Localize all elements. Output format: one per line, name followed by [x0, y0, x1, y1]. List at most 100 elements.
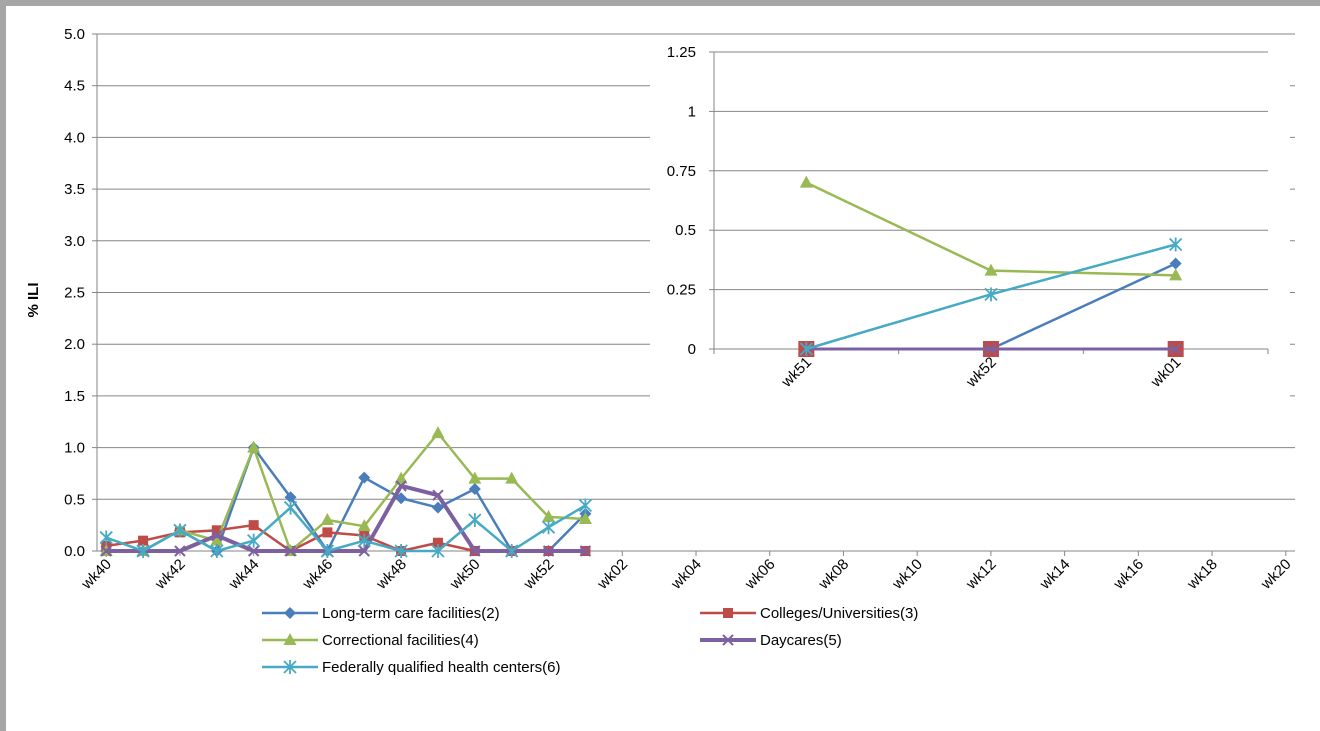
inset-series-2-point-0 — [799, 175, 813, 188]
main-series-3-line — [106, 483, 586, 553]
inset-series-3-point-2 — [1169, 343, 1182, 355]
main-series-0-point-10 — [468, 482, 481, 495]
legend-label: Colleges/Universities(3) — [760, 605, 918, 622]
main-y-tick-label: 4.0 — [64, 129, 85, 146]
main-series-4 — [99, 498, 593, 558]
inset-y-tick-label: 0.75 — [667, 163, 696, 180]
main-x-tick-label: wk14 — [1036, 556, 1073, 593]
main-series-3-point-5 — [284, 545, 297, 557]
main-y-tick-label: 0.0 — [64, 543, 85, 560]
main-series-0-point-9 — [431, 501, 444, 514]
main-series-4-point-8 — [394, 544, 408, 558]
main-y-tick-labels: 0.0 0.5 1.0 1.5 2.0 2.5 3.0 3.5 4.0 4.5 5.0 — [64, 26, 85, 560]
main-y-tick-label: 4.5 — [64, 78, 85, 95]
main-y-tick-label: 5.0 — [64, 26, 85, 43]
inset-y-tick-label: 0.25 — [667, 282, 696, 299]
main-x-tick-label: wk52 — [520, 556, 557, 593]
main-series-2-point-12 — [542, 509, 556, 522]
main-series-3-point-10 — [469, 545, 481, 557]
main-series-4-point-5 — [283, 500, 298, 515]
main-series-2-point-4 — [247, 440, 261, 453]
main-series-3-point-0 — [100, 545, 112, 557]
legend-item-4: Federally qualified health centers(6) — [262, 659, 560, 676]
main-series-1-point-4 — [248, 520, 259, 531]
main-series-2-point-8 — [394, 471, 408, 484]
legend-label: Daycares(5) — [760, 632, 842, 649]
main-y-tick-label: 3.0 — [64, 233, 85, 250]
inset-y-tick-label: 1 — [688, 103, 696, 120]
legend-item-1: Colleges/Universities(3) — [700, 605, 918, 622]
main-y-tick-label: 0.5 — [64, 491, 85, 508]
legend-label: Long-term care facilities(2) — [322, 605, 500, 622]
legend-item-2: Correctional facilities(4) — [262, 632, 479, 649]
main-series-2-point-11 — [505, 471, 519, 484]
main-y-tick-label: 1.5 — [64, 388, 85, 405]
main-x-tick-label: wk46 — [299, 556, 336, 593]
main-x-tick-label: wk48 — [372, 556, 409, 593]
inset-y-tick-labels: 0 0.25 0.5 0.75 1 1.25 — [667, 44, 696, 358]
main-series-0-point-8 — [395, 492, 408, 505]
main-series-2-line — [106, 431, 586, 553]
main-series-2 — [99, 426, 592, 556]
main-series-3-point-9 — [432, 489, 444, 501]
main-series-4-point-13 — [578, 498, 593, 513]
chart-border-top — [0, 0, 1320, 6]
main-x-tick-label: wk12 — [962, 556, 999, 593]
inset-series-4-point-2 — [1169, 237, 1183, 252]
main-x-tick-label: wk20 — [1257, 556, 1294, 593]
main-series-2-point-13 — [578, 511, 592, 524]
legend-series-0-point-legend — [284, 607, 296, 619]
main-x-tick-label: wk40 — [78, 556, 115, 593]
main-x-tick-label: wk50 — [446, 556, 483, 593]
main-series-1-point-6 — [322, 527, 333, 538]
main-series-4-point-6 — [320, 544, 335, 558]
legend-item-0: Long-term care facilities(2) — [262, 605, 500, 622]
main-series-1-point-3 — [211, 525, 222, 536]
main-x-tick-label: wk18 — [1183, 556, 1220, 593]
inset-series-4-point-0 — [799, 342, 813, 356]
main-series-4-point-4 — [247, 533, 261, 548]
main-x-tick-label: wk16 — [1110, 556, 1147, 593]
legend-series-3-point-legend — [722, 634, 734, 646]
main-x-tick-label: wk08 — [815, 556, 852, 593]
main-series-1-point-9 — [432, 537, 443, 548]
legend-item-3: Daycares(5) — [700, 632, 842, 649]
legend-series-1-point-legend — [723, 608, 733, 618]
main-y-tick-label: 2.0 — [64, 336, 85, 353]
main-x-tick-label: wk42 — [151, 556, 188, 593]
main-series-2-point-7 — [357, 519, 371, 532]
main-x-tick-label: wk10 — [888, 556, 925, 593]
legend-series-2-point-legend — [283, 633, 297, 645]
main-y-tick-label: 1.0 — [64, 440, 85, 457]
main-series-1-point-1 — [138, 535, 149, 546]
main-series-4-point-3 — [210, 544, 224, 558]
inset-series-3-point-1 — [985, 343, 997, 355]
inset-y-tick-label: 0.5 — [675, 222, 696, 239]
inset-series-2-point-1 — [984, 263, 998, 276]
main-series-4-point-7 — [357, 533, 371, 548]
main-x-tick-label: wk04 — [667, 556, 704, 593]
main-series-2-point-10 — [468, 471, 482, 484]
inset-series-2-point-2 — [1169, 268, 1183, 281]
main-x-tick-label: wk44 — [225, 556, 262, 593]
main-x-tick-labels: wk40 wk42 wk44 wk46 wk48 wk50 wk52 wk02 wk04 wk06… — [78, 556, 1295, 593]
main-series-lines — [99, 426, 593, 558]
main-series-3-point-12 — [542, 545, 555, 557]
inset-series-2 — [799, 175, 1183, 281]
inset-y-tick-label: 1.25 — [667, 44, 696, 61]
main-x-tick-label: wk02 — [594, 556, 631, 593]
main-series-2-point-3 — [210, 533, 224, 546]
main-y-axis-label: % ILI — [25, 282, 42, 317]
chart-border-left — [0, 0, 6, 731]
main-series-4-point-0 — [99, 530, 113, 545]
main-series-3-point-3 — [211, 529, 223, 542]
main-series-3-point-4 — [247, 545, 260, 557]
main-series-4-point-9 — [431, 544, 445, 558]
main-series-4-point-11 — [505, 544, 519, 558]
main-series-2-point-9 — [431, 426, 445, 439]
legend: Long-term care facilities(2) Colleges/Uni… — [262, 605, 918, 676]
main-series-0-point-5 — [284, 491, 297, 504]
main-series-2-point-6 — [320, 512, 334, 525]
inset-y-tick-label: 0 — [688, 341, 696, 358]
legend-label: Federally qualified health centers(6) — [322, 659, 560, 676]
